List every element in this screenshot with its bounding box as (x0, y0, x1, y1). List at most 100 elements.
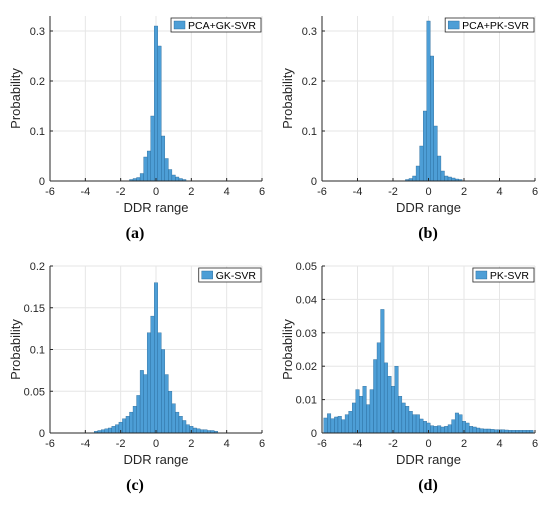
y-tick-label: 0.2 (302, 76, 317, 88)
histogram-bar (458, 414, 463, 434)
x-tick-label: 4 (224, 438, 230, 450)
histogram-bar (398, 396, 403, 434)
y-axis-label: Probability (280, 68, 295, 129)
histogram-bar (447, 176, 452, 182)
x-axis-label: DDR range (396, 452, 461, 467)
y-tick-label: 0.04 (296, 294, 317, 306)
y-tick-label: 0.15 (24, 303, 45, 315)
histogram-bar (415, 165, 420, 182)
histogram-bar (136, 177, 141, 182)
legend-box (198, 267, 262, 283)
histogram-bar (430, 55, 434, 182)
x-tick-label: -4 (353, 438, 363, 450)
histogram-bar (168, 169, 173, 182)
histogram-bar (111, 426, 116, 434)
y-tick-label: 0.3 (30, 26, 45, 38)
histogram-bar (437, 155, 442, 182)
x-tick-label: 6 (259, 438, 265, 450)
histogram-bar (454, 412, 459, 434)
legend-box (170, 17, 262, 33)
x-tick-label: -2 (116, 438, 126, 450)
x-axis-label: DDR range (123, 200, 188, 215)
legend-box (472, 267, 535, 283)
histogram-bar (171, 403, 176, 434)
histogram-bar (394, 366, 399, 434)
y-tick-label: 0.02 (296, 361, 317, 373)
histogram-bar (359, 396, 363, 434)
histogram-bar (178, 416, 183, 434)
x-tick-label: -6 (317, 186, 327, 198)
histogram-bar (422, 421, 427, 434)
y-tick-label: 0.3 (302, 26, 317, 38)
x-tick-label: 2 (188, 438, 194, 450)
histogram-bar (369, 389, 374, 434)
histogram-bar (348, 411, 353, 434)
x-tick-label: -6 (45, 186, 55, 198)
x-tick-label: -2 (388, 438, 398, 450)
histogram-bar (380, 309, 385, 434)
legend: PCA+GK-SVR (170, 17, 262, 33)
panel-caption: (a) (126, 225, 145, 242)
x-axis-label: DDR range (396, 200, 461, 215)
histogram-bar (337, 416, 342, 434)
histogram-bar (182, 420, 187, 434)
x-tick-label: 0 (153, 186, 159, 198)
x-tick-label: 2 (461, 438, 467, 450)
histogram-bar (327, 413, 332, 434)
x-tick-label: -6 (317, 438, 327, 450)
y-tick-label: 0.1 (30, 345, 45, 357)
histogram-bar (430, 425, 434, 434)
legend-label: PCA+GK-SVR (188, 20, 256, 32)
panel-b: -6 -4 -2 0 2 4 6 0 0.1 0.2 0.3 DDR range Probability… (280, 16, 538, 242)
histogram-bar (437, 425, 442, 434)
legend-label: PCA+PK-SVR (462, 20, 529, 32)
x-tick-label: 0 (153, 438, 159, 450)
histogram-bar (469, 426, 474, 434)
panel-c: -6 -4 -2 0 2 4 6 0 0.05 0.1 0.15 0.2 DDR range Probab… (8, 261, 265, 494)
histogram-bar (168, 391, 173, 434)
histogram-bar (405, 406, 410, 434)
histogram-bar (479, 428, 484, 434)
histogram-bar (157, 45, 162, 182)
histogram-bar (164, 158, 169, 182)
y-tick-label: 0.05 (24, 386, 45, 398)
panel-caption: (b) (418, 225, 438, 242)
histogram-bar (493, 429, 498, 434)
histogram-bar (422, 110, 427, 182)
histogram-bar (108, 427, 113, 434)
histogram-bar (161, 349, 166, 434)
histogram-bar (490, 429, 495, 434)
legend: GK-SVR (198, 267, 262, 283)
panel-caption: (d) (418, 477, 438, 494)
histogram-bar (408, 411, 413, 434)
y-tick-label: 0 (311, 428, 317, 440)
histogram-bar (101, 429, 105, 434)
histogram-bar (129, 411, 134, 434)
x-tick-label: 6 (259, 186, 265, 198)
histogram-bar (143, 156, 148, 182)
histogram-bar (164, 374, 169, 434)
x-tick-label: -4 (80, 186, 90, 198)
histogram-bar (391, 386, 395, 434)
x-tick-label: -4 (353, 186, 363, 198)
histogram-bar (433, 125, 438, 182)
legend-swatch (173, 20, 186, 30)
histogram-bar (401, 402, 406, 434)
panel-caption: (c) (126, 477, 144, 494)
histogram-bar (362, 386, 367, 434)
panel-a: -6 -4 -2 0 2 4 6 0 0.1 0.2 0.3 DDR range Probability… (8, 16, 265, 242)
x-tick-label: -2 (116, 186, 126, 198)
y-tick-label: 0.05 (296, 261, 317, 273)
y-tick-label: 0 (39, 176, 45, 188)
histogram-bar (483, 428, 488, 434)
x-tick-label: -2 (388, 186, 398, 198)
y-axis-label: Probability (8, 319, 23, 380)
y-tick-label: 0.1 (30, 126, 45, 138)
histogram-bar (125, 416, 130, 434)
legend: PCA+PK-SVR (444, 17, 535, 33)
y-tick-label: 0 (39, 428, 45, 440)
histogram-bar (330, 418, 335, 434)
histogram-bar (146, 332, 151, 434)
histogram-bar (175, 176, 180, 182)
histogram-bar (440, 170, 445, 182)
